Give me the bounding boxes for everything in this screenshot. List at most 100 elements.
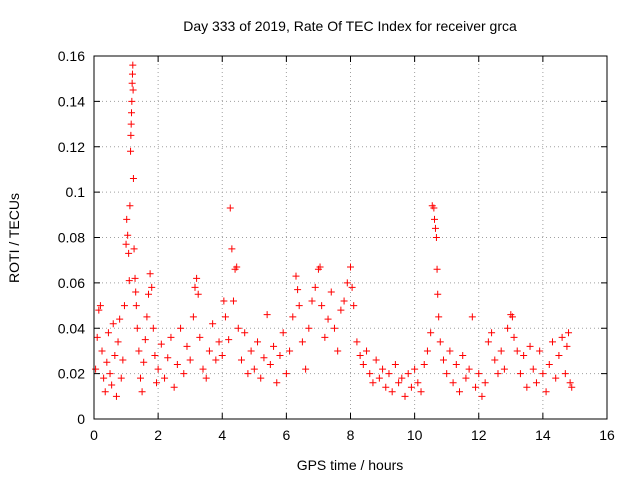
data-point <box>209 320 217 328</box>
data-point <box>295 302 303 310</box>
y-tick-label: 0.06 <box>58 275 85 291</box>
data-point <box>427 329 435 337</box>
x-tick-label: 0 <box>90 427 98 443</box>
data-point <box>391 361 399 369</box>
data-point <box>167 333 175 341</box>
data-point <box>138 388 146 396</box>
data-point <box>395 379 403 387</box>
data-point <box>220 297 228 305</box>
data-point <box>215 338 223 346</box>
data-point <box>93 333 101 341</box>
data-point <box>407 383 415 391</box>
data-point <box>127 147 135 155</box>
data-point <box>129 86 137 94</box>
data-point <box>111 351 119 359</box>
x-tick-label: 14 <box>535 427 551 443</box>
data-point <box>340 297 348 305</box>
data-point <box>542 388 550 396</box>
y-tick-label: 0.14 <box>58 93 85 109</box>
data-point <box>123 215 131 223</box>
data-point <box>196 333 204 341</box>
data-point <box>433 265 441 273</box>
data-point <box>363 347 371 355</box>
data-point <box>221 313 229 321</box>
x-tick-label: 12 <box>471 427 487 443</box>
data-point <box>100 374 108 382</box>
data-point <box>334 347 342 355</box>
data-point <box>130 245 138 253</box>
data-point <box>124 231 132 239</box>
data-point <box>98 347 106 355</box>
data-point <box>241 329 249 337</box>
data-point <box>359 361 367 369</box>
data-point <box>536 347 544 355</box>
data-point <box>170 383 178 391</box>
data-point <box>95 306 103 314</box>
data-point <box>311 283 319 291</box>
data-point <box>128 79 136 87</box>
data-point <box>129 175 137 183</box>
data-point <box>164 354 172 362</box>
data-point <box>276 351 284 359</box>
data-point <box>125 249 133 257</box>
data-point <box>356 351 364 359</box>
y-axis-label: ROTI / TECUs <box>6 193 22 283</box>
data-point <box>417 388 425 396</box>
data-point <box>327 288 335 296</box>
data-point <box>257 374 265 382</box>
data-point <box>435 313 443 321</box>
data-point <box>566 379 574 387</box>
data-point <box>398 374 406 382</box>
data-point <box>92 365 100 373</box>
data-point <box>446 347 454 355</box>
data-point <box>128 109 136 117</box>
data-point <box>125 277 133 285</box>
data-point <box>488 329 496 337</box>
data-point <box>247 347 255 355</box>
data-point <box>292 272 300 280</box>
data-point <box>462 374 470 382</box>
data-points <box>92 61 576 400</box>
data-point <box>189 313 197 321</box>
data-point <box>565 329 573 337</box>
data-point <box>305 324 313 332</box>
x-tick-label: 6 <box>282 427 290 443</box>
data-point <box>129 61 137 69</box>
data-point <box>401 392 409 400</box>
data-point <box>452 361 460 369</box>
data-point <box>468 313 476 321</box>
data-point <box>151 351 159 359</box>
data-point <box>233 263 241 271</box>
data-point <box>318 302 326 310</box>
y-tick-label: 0.04 <box>58 320 85 336</box>
data-point <box>529 365 537 373</box>
data-point <box>436 338 444 346</box>
data-point <box>350 302 358 310</box>
data-point <box>143 313 151 321</box>
data-point <box>532 379 540 387</box>
x-axis-label: GPS time / hours <box>297 457 404 473</box>
data-point <box>114 338 122 346</box>
data-point <box>308 297 316 305</box>
data-point <box>520 351 528 359</box>
data-point <box>321 333 329 341</box>
data-point <box>343 279 351 287</box>
data-point <box>135 347 143 355</box>
data-point <box>133 324 141 332</box>
data-point <box>510 333 518 341</box>
data-point <box>286 347 294 355</box>
data-point <box>316 263 324 271</box>
data-point <box>126 202 134 210</box>
x-tick-label: 4 <box>218 427 226 443</box>
data-point <box>420 361 428 369</box>
data-point <box>279 329 287 337</box>
data-point <box>484 338 492 346</box>
y-tick-label: 0.02 <box>58 366 85 382</box>
data-point <box>494 370 502 378</box>
data-point <box>548 338 556 346</box>
data-point <box>157 340 165 348</box>
y-tick-label: 0.12 <box>58 139 85 155</box>
data-point <box>161 374 169 382</box>
